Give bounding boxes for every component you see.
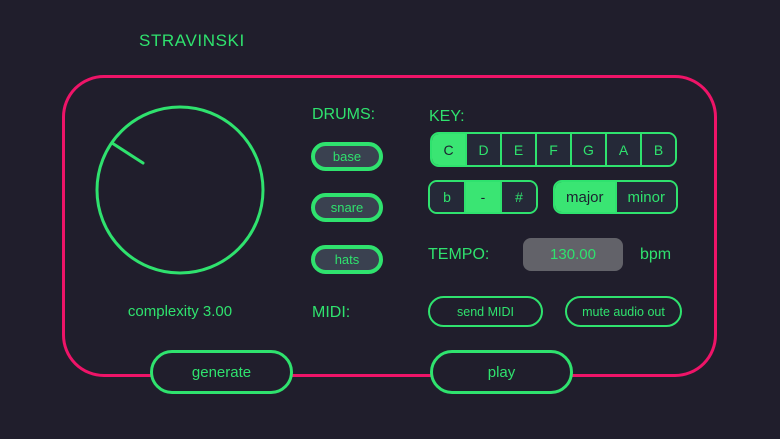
key-note-b[interactable]: B — [640, 134, 675, 165]
accidental-flat[interactable]: b — [430, 182, 464, 212]
tempo-label: TEMPO: — [428, 246, 490, 263]
accidental-natural[interactable]: - — [464, 182, 500, 212]
drum-base-label: base — [332, 149, 362, 164]
key-note-f[interactable]: F — [535, 134, 570, 165]
key-note-a[interactable]: A — [605, 134, 640, 165]
generate-button[interactable]: generate — [150, 350, 293, 394]
mode-minor[interactable]: minor — [614, 182, 676, 212]
key-note-e[interactable]: E — [500, 134, 535, 165]
midi-label: MIDI: — [312, 304, 351, 321]
drum-snare-button[interactable]: snare — [311, 193, 383, 222]
complexity-knob[interactable] — [95, 105, 265, 275]
key-label: KEY: — [429, 108, 465, 125]
drum-hats-label: hats — [334, 252, 360, 267]
main-panel — [62, 75, 717, 377]
mode-major[interactable]: major — [555, 182, 615, 212]
app-title: STRAVINSKI — [139, 31, 245, 50]
key-mode-selector: major minor — [553, 180, 678, 214]
mute-audio-out-button[interactable]: mute audio out — [565, 296, 682, 327]
drum-base-button[interactable]: base — [311, 142, 383, 171]
drums-label: DRUMS: — [312, 106, 376, 123]
send-midi-label: send MIDI — [457, 304, 514, 319]
key-accidental-selector: b - # — [428, 180, 538, 214]
generate-label: generate — [191, 363, 252, 381]
key-note-selector: C D E F G A B — [430, 132, 677, 167]
accidental-sharp[interactable]: # — [500, 182, 536, 212]
tempo-value-field[interactable]: 130.00 — [523, 238, 623, 271]
play-button[interactable]: play — [430, 350, 573, 394]
knob-dial-icon — [95, 105, 265, 275]
tempo-value: 130.00 — [550, 246, 596, 263]
play-label: play — [487, 363, 516, 381]
key-note-d[interactable]: D — [465, 134, 500, 165]
send-midi-button[interactable]: send MIDI — [428, 296, 543, 327]
drum-snare-label: snare — [330, 200, 364, 215]
complexity-label: complexity 3.00 — [127, 303, 233, 320]
mute-audio-out-label: mute audio out — [582, 304, 665, 319]
key-note-c[interactable]: C — [432, 134, 465, 165]
key-note-g[interactable]: G — [570, 134, 605, 165]
tempo-unit-label: bpm — [640, 246, 672, 263]
drum-hats-button[interactable]: hats — [311, 245, 383, 274]
